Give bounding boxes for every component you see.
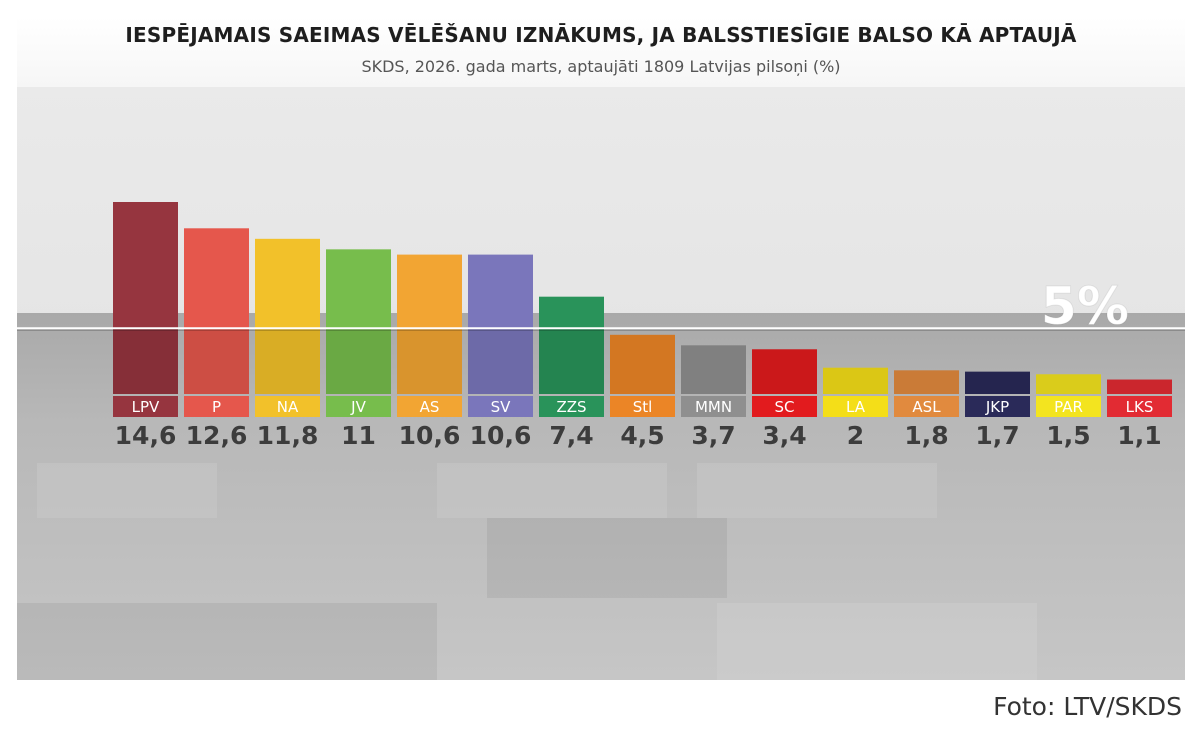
category-label: PAR: [1054, 398, 1083, 416]
bar-shade: [113, 328, 178, 394]
label-strip: [397, 396, 462, 417]
category-label: SC: [775, 398, 795, 416]
chart-subtitle: SKDS, 2026. gada marts, aptaujāti 1809 L…: [361, 57, 841, 76]
label-strip: [752, 396, 817, 417]
bar-shade: [965, 371, 1030, 394]
bar-shade: [255, 328, 320, 394]
value-label: 1,8: [904, 421, 948, 450]
category-label: SV: [491, 398, 512, 416]
value-label: 4,5: [620, 421, 664, 450]
label-strip: [255, 396, 320, 417]
label-strip: [1107, 396, 1172, 417]
bar-shade: [610, 334, 675, 394]
threshold-label: 5%: [1041, 277, 1129, 337]
category-label: Stl: [633, 398, 653, 416]
bar-as: [397, 254, 462, 394]
bar-shade: [1107, 379, 1172, 394]
value-label: 7,4: [549, 421, 593, 450]
label-strip: [539, 396, 604, 417]
category-label: LA: [846, 398, 866, 416]
category-label: JV: [350, 398, 366, 416]
bar-la: [823, 367, 888, 394]
bar-jkp: [965, 371, 1030, 394]
bar-shade: [1036, 374, 1101, 394]
category-label: LKS: [1126, 398, 1154, 416]
bar-mmn: [681, 345, 746, 394]
label-strip: [610, 396, 675, 417]
value-label: 2: [847, 421, 864, 450]
label-strip: [1036, 396, 1101, 417]
value-label: 12,6: [186, 421, 248, 450]
value-label: 3,7: [691, 421, 735, 450]
bar-shade: [468, 328, 533, 394]
bar-par: [1036, 374, 1101, 394]
bar-jv: [326, 249, 391, 394]
value-label: 3,4: [762, 421, 806, 450]
bar-sc: [752, 349, 817, 394]
label-strip: [823, 396, 888, 417]
category-label: MMN: [695, 398, 732, 416]
value-label: 1,7: [975, 421, 1019, 450]
chart-title: IESPĒJAMAIS SAEIMAS VĒLĒŠANU IZNĀKUMS, J…: [125, 23, 1077, 47]
value-label: 11,8: [257, 421, 319, 450]
category-label: LPV: [132, 398, 160, 416]
floor-tile: [717, 603, 1037, 680]
bar-lks: [1107, 379, 1172, 394]
label-strip: [894, 396, 959, 417]
value-label: 10,6: [470, 421, 532, 450]
bar-sv: [468, 254, 533, 394]
chart-frame: IESPĒJAMAIS SAEIMAS VĒLĒŠANU IZNĀKUMS, J…: [17, 17, 1185, 680]
category-label: NA: [277, 398, 299, 416]
bar-shade: [823, 367, 888, 394]
bar-shade: [894, 370, 959, 394]
floor-tile: [437, 463, 667, 518]
value-label: 11: [341, 421, 376, 450]
bar-shade: [681, 345, 746, 394]
label-strip: [113, 396, 178, 417]
bar-shade: [397, 328, 462, 394]
category-label: JKP: [985, 398, 1009, 416]
label-strip: [184, 396, 249, 417]
floor-tile: [487, 518, 727, 598]
category-label: AS: [420, 398, 440, 416]
category-label: ZZS: [556, 398, 586, 416]
label-strip: [326, 396, 391, 417]
label-strip: [681, 396, 746, 417]
value-label: 10,6: [399, 421, 461, 450]
category-label: P: [212, 398, 221, 416]
label-strip: [965, 396, 1030, 417]
value-label: 14,6: [115, 421, 177, 450]
bar-stl: [610, 334, 675, 394]
floor-tile: [37, 463, 217, 518]
category-label: ASL: [912, 398, 941, 416]
bar-zzs: [539, 296, 604, 394]
bar-shade: [184, 328, 249, 394]
bar-shade: [326, 328, 391, 394]
value-label: 1,5: [1046, 421, 1090, 450]
label-strip: [468, 396, 533, 417]
floor-tile: [697, 463, 937, 518]
bar-shade: [752, 349, 817, 394]
photo-credit: Foto: LTV/SKDS: [993, 692, 1182, 721]
floor-tile: [17, 603, 437, 680]
bar-na: [255, 238, 320, 394]
bar-chart: LPV 14,6 P 12,6 NA 11,8 JV 11 AS 10,6 SV 10,6 ZZS 7,4…: [17, 202, 1185, 450]
bar-shade: [539, 328, 604, 394]
bar-p: [184, 228, 249, 394]
bar-asl: [894, 370, 959, 394]
value-label: 1,1: [1117, 421, 1161, 450]
bar-lpv: [113, 202, 178, 394]
chart-header: IESPĒJAMAIS SAEIMAS VĒLĒŠANU IZNĀKUMS, J…: [17, 17, 1185, 87]
